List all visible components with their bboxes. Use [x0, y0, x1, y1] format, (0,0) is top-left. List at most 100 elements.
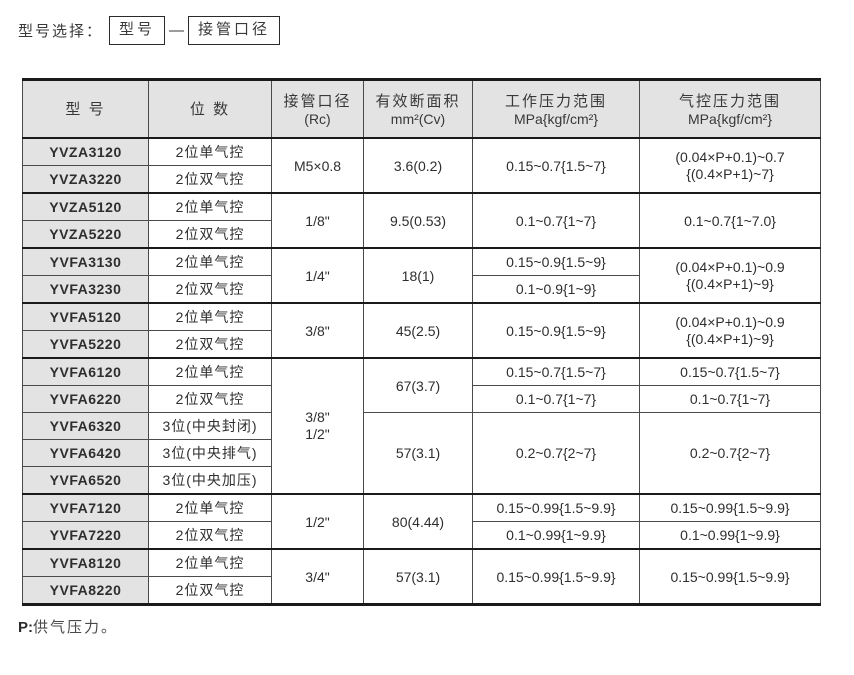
spec-row: YVFA5120 2位单气控 3/8" 45(2.5) 0.15~0.9{1.5…: [22, 302, 821, 359]
model-cell: YVFA7120: [22, 493, 149, 522]
pilot-pressure-cell: (0.04×P+0.1)~0.9 {(0.4×P+1)~9}: [639, 247, 821, 304]
working-pressure-cell: 0.15~0.9{1.5~9}: [472, 302, 640, 359]
model-cell: YVZA5120: [22, 192, 149, 221]
effective-area-cell: 57(3.1): [363, 548, 473, 605]
positions-cell: 2位双气控: [148, 220, 272, 249]
dash-separator: —: [169, 21, 185, 39]
positions-cell: 2位双气控: [148, 330, 272, 359]
positions-cell: 2位单气控: [148, 493, 272, 522]
footnote-text: 供气压力。: [33, 619, 119, 636]
positions-cell: 2位单气控: [148, 357, 272, 386]
working-pressure-cell: 0.15~0.99{1.5~9.9}: [472, 493, 640, 522]
positions-cell: 3位(中央封闭): [148, 412, 272, 440]
port-size-cell: 1/8": [271, 192, 364, 249]
model-cell: YVFA6120: [22, 357, 149, 386]
spec-row: YVFA6420 3位(中央排气): [22, 439, 821, 467]
spec-row: YVFA5220 2位双气控: [22, 330, 821, 359]
model-cell: YVFA7220: [22, 521, 149, 550]
working-pressure-cell: 0.2~0.7{2~7}: [472, 412, 640, 495]
working-pressure-cell: 0.1~0.9{1~9}: [472, 275, 640, 304]
working-pressure-cell: 0.15~0.7{1.5~7}: [472, 137, 640, 194]
model-cell: YVZA5220: [22, 220, 149, 249]
positions-cell: 2位双气控: [148, 385, 272, 413]
port-size-box: 接管口径: [188, 15, 281, 45]
model-cell: YVFA6220: [22, 385, 149, 413]
footnote: P:供气压力。: [18, 616, 854, 637]
positions-cell: 2位双气控: [148, 275, 272, 304]
positions-cell: 2位双气控: [148, 521, 272, 550]
spec-row: YVFA3230 2位双气控 0.1~0.9{1~9}: [22, 275, 821, 304]
spec-row: YVFA6520 3位(中央加压): [22, 466, 821, 495]
model-cell: YVFA3130: [22, 247, 149, 276]
col-header-area: 有效断面积 mm²(Cv): [363, 79, 473, 139]
pilot-pressure-cell: 0.1~0.99{1~9.9}: [639, 521, 821, 550]
model-cell: YVZA3220: [22, 165, 149, 194]
model-cell: YVZA3120: [22, 137, 149, 166]
model-cell: YVFA6420: [22, 439, 149, 467]
spec-row: YVZA3220 2位双气控: [22, 165, 821, 194]
spec-row: YVFA8120 2位单气控 3/4" 57(3.1) 0.15~0.99{1.…: [22, 548, 821, 605]
model-cell: YVFA8220: [22, 576, 149, 605]
positions-cell: 2位单气控: [148, 247, 272, 276]
model-cell: YVFA5220: [22, 330, 149, 359]
model-cell: YVFA8120: [22, 548, 149, 577]
col-header-pilot-pressure: 气控压力范围 MPa{kgf/cm²}: [639, 79, 821, 139]
pilot-pressure-cell: 0.15~0.99{1.5~9.9}: [639, 493, 821, 522]
col-header-port: 接管口径 (Rc): [271, 79, 364, 139]
pilot-pressure-cell: 0.1~0.7{1~7}: [639, 385, 821, 413]
pilot-pressure-cell: 0.15~0.99{1.5~9.9}: [639, 548, 821, 605]
spec-row: YVZA3120 2位单气控 M5×0.8 3.6(0.2) 0.15~0.7{…: [22, 137, 821, 194]
spec-row: YVFA8220 2位双气控: [22, 576, 821, 605]
port-size-cell: 1/4": [271, 247, 364, 304]
pilot-pressure-cell: (0.04×P+0.1)~0.7 {(0.4×P+1)~7}: [639, 137, 821, 194]
port-size-cell: M5×0.8: [271, 137, 364, 194]
effective-area-cell: 18(1): [363, 247, 473, 304]
port-size-cell: 3/8": [271, 302, 364, 359]
effective-area-cell: 3.6(0.2): [363, 137, 473, 194]
port-size-cell: 3/8" 1/2": [271, 357, 364, 495]
positions-cell: 2位单气控: [148, 137, 272, 166]
effective-area-cell: 9.5(0.53): [363, 192, 473, 249]
positions-cell: 3位(中央加压): [148, 466, 272, 495]
positions-cell: 3位(中央排气): [148, 439, 272, 467]
effective-area-cell: 57(3.1): [363, 412, 473, 495]
working-pressure-cell: 0.1~0.99{1~9.9}: [472, 521, 640, 550]
positions-cell: 2位单气控: [148, 548, 272, 577]
header-row: 型 号 位 数 接管口径 (Rc) 有效断面积 mm²(Cv) 工作压力范围 MPa{…: [22, 79, 821, 139]
model-cell: YVFA6520: [22, 466, 149, 495]
pilot-pressure-cell: 0.2~0.7{2~7}: [639, 412, 821, 495]
pilot-pressure-cell: 0.15~0.7{1.5~7}: [639, 357, 821, 386]
spec-row: YVFA6120 2位单气控 3/8" 1/2" 67(3.7) 0.15~0.…: [22, 357, 821, 495]
working-pressure-cell: 0.15~0.99{1.5~9.9}: [472, 548, 640, 605]
col-header-working-pressure: 工作压力范围 MPa{kgf/cm²}: [472, 79, 640, 139]
positions-cell: 2位单气控: [148, 192, 272, 221]
model-selection-line: 型号选择： 型号 — 接管口径: [18, 14, 854, 46]
spec-row: YVFA6220 2位双气控 0.1~0.7{1~7} 0.1~0.7{1~7}: [22, 385, 821, 413]
working-pressure-cell: 0.1~0.7{1~7}: [472, 192, 640, 249]
model-code-box: 型号: [109, 15, 166, 45]
specifications-table: 型 号 位 数 接管口径 (Rc) 有效断面积 mm²(Cv) 工作压力范围 MPa{…: [22, 78, 821, 606]
model-cell: YVFA6320: [22, 412, 149, 440]
spec-row: YVZA5220 2位双气控: [22, 220, 821, 249]
col-header-model: 型 号: [22, 79, 149, 139]
port-size-cell: 1/2": [271, 493, 364, 550]
pilot-pressure-cell: (0.04×P+0.1)~0.9 {(0.4×P+1)~9}: [639, 302, 821, 359]
working-pressure-cell: 0.15~0.7{1.5~7}: [472, 357, 640, 386]
effective-area-cell: 67(3.7): [363, 357, 473, 413]
spec-row: YVFA7220 2位双气控 0.1~0.99{1~9.9} 0.1~0.99{…: [22, 521, 821, 550]
working-pressure-cell: 0.1~0.7{1~7}: [472, 385, 640, 413]
positions-cell: 2位双气控: [148, 576, 272, 605]
working-pressure-cell: 0.15~0.9{1.5~9}: [472, 247, 640, 276]
effective-area-cell: 80(4.44): [363, 493, 473, 550]
model-cell: YVFA5120: [22, 302, 149, 331]
positions-cell: 2位单气控: [148, 302, 272, 331]
effective-area-cell: 45(2.5): [363, 302, 473, 359]
model-cell: YVFA3230: [22, 275, 149, 304]
spec-row: YVZA5120 2位单气控 1/8" 9.5(0.53) 0.1~0.7{1~…: [22, 192, 821, 249]
port-size-cell: 3/4": [271, 548, 364, 605]
footnote-prefix: P:: [18, 619, 33, 636]
pilot-pressure-cell: 0.1~0.7{1~7.0}: [639, 192, 821, 249]
positions-cell: 2位双气控: [148, 165, 272, 194]
col-header-positions: 位 数: [148, 79, 272, 139]
selector-label: 型号选择：: [18, 22, 104, 40]
